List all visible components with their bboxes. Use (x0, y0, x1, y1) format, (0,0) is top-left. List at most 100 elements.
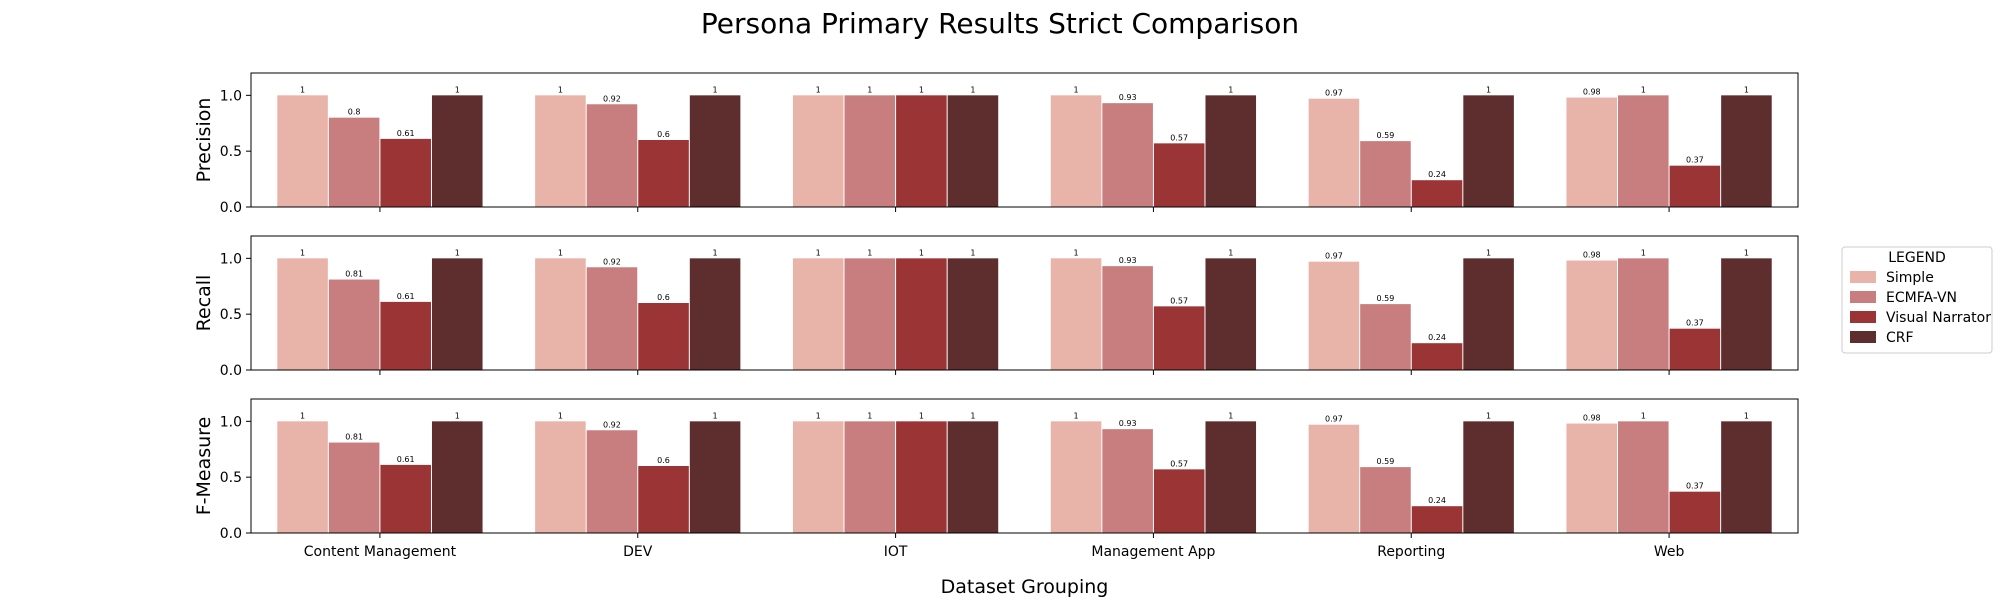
data-label: 1 (867, 85, 872, 94)
bar-crf-5 (1463, 258, 1514, 370)
bar-crf-4 (1205, 258, 1257, 370)
bar-ecmfa-vn-4 (1102, 103, 1153, 207)
data-label: 1 (1486, 248, 1491, 257)
data-label: 0.97 (1325, 252, 1343, 261)
bar-simple-1 (277, 421, 328, 533)
bar-ecmfa-vn-3 (844, 95, 896, 207)
bar-crf-3 (947, 258, 999, 370)
bar-ecmfa-vn-2 (586, 104, 638, 207)
data-label: 0.61 (397, 292, 415, 301)
y-tick-label: 1.0 (220, 88, 242, 104)
legend-entry: ECMFA-VN (1886, 290, 1957, 306)
data-label: 0.61 (397, 455, 415, 464)
data-label: 1 (1744, 248, 1749, 257)
data-label: 1 (300, 248, 305, 257)
y-axis-label: Recall (193, 275, 215, 332)
x-tick-label: Content Management (304, 544, 457, 560)
bar-ecmfa-vn-4 (1102, 266, 1153, 370)
data-label: 0.37 (1686, 482, 1704, 491)
data-label: 0.92 (603, 420, 621, 429)
data-label: 0.57 (1170, 296, 1188, 305)
legend-swatch (1850, 331, 1876, 343)
bar-visual-narrator-6 (1669, 165, 1721, 207)
data-label: 0.61 (397, 129, 415, 138)
y-tick-label: 0.5 (220, 470, 242, 486)
bar-visual-narrator-2 (638, 466, 689, 533)
data-label: 1 (713, 411, 718, 420)
data-label: 0.24 (1428, 496, 1446, 505)
bar-visual-narrator-5 (1411, 180, 1463, 207)
data-label: 1 (970, 85, 975, 94)
bar-visual-narrator-2 (638, 140, 689, 207)
data-label: 1 (816, 248, 821, 257)
data-label: 1 (1074, 248, 1079, 257)
bar-crf-5 (1463, 421, 1514, 533)
legend-entry: CRF (1886, 330, 1914, 346)
bar-visual-narrator-3 (896, 258, 947, 370)
bar-crf-1 (431, 421, 483, 533)
bar-crf-2 (689, 95, 741, 207)
plot-frame (250, 235, 1799, 371)
bar-simple-2 (535, 95, 586, 207)
bar-simple-3 (792, 258, 844, 370)
data-label: 1 (1744, 85, 1749, 94)
data-label: 1 (558, 411, 563, 420)
data-label: 0.57 (1170, 133, 1188, 142)
bar-simple-3 (792, 95, 844, 207)
data-label: 1 (919, 85, 924, 94)
data-label: 1 (1486, 411, 1491, 420)
bar-ecmfa-vn-6 (1618, 258, 1669, 370)
bar-ecmfa-vn-5 (1360, 141, 1411, 207)
bar-simple-4 (1050, 421, 1102, 533)
data-label: 1 (558, 248, 563, 257)
bar-crf-6 (1721, 258, 1772, 370)
data-label: 0.81 (345, 270, 363, 279)
data-label: 1 (1641, 85, 1646, 94)
bar-visual-narrator-6 (1669, 491, 1721, 533)
y-axis-label: Precision (193, 98, 215, 183)
bar-visual-narrator-6 (1669, 328, 1721, 370)
data-label: 0.57 (1170, 459, 1188, 468)
legend-entry: Simple (1886, 270, 1934, 286)
data-label: 1 (1228, 411, 1233, 420)
bar-visual-narrator-4 (1153, 469, 1205, 533)
y-axis-label: F-Measure (193, 417, 215, 516)
bar-visual-narrator-2 (638, 303, 689, 370)
data-label: 0.59 (1377, 294, 1395, 303)
bar-simple-1 (277, 95, 328, 207)
bar-crf-3 (947, 95, 999, 207)
data-label: 0.98 (1583, 88, 1601, 97)
bar-visual-narrator-1 (380, 301, 431, 370)
data-label: 0.6 (657, 130, 670, 139)
legend-swatch (1850, 271, 1876, 283)
data-label: 0.93 (1119, 419, 1137, 428)
legend-title: LEGEND (1888, 250, 1946, 266)
bar-simple-3 (792, 421, 844, 533)
y-tick-label: 1.0 (220, 414, 242, 430)
bar-simple-6 (1566, 97, 1618, 207)
bar-simple-6 (1566, 423, 1618, 533)
legend: LEGEND Simple ECMFA-VN Visual Narrator CRF (1841, 246, 1993, 354)
bar-simple-5 (1308, 261, 1360, 370)
data-label: 1 (816, 411, 821, 420)
x-tick-label: DEV (623, 544, 653, 560)
data-label: 1 (713, 85, 718, 94)
data-label: 0.97 (1325, 415, 1343, 424)
y-tick-label: 1.0 (220, 251, 242, 267)
legend-box (1841, 246, 1993, 354)
plot-frame (250, 398, 1799, 534)
data-label: 1 (1228, 248, 1233, 257)
bar-crf-4 (1205, 421, 1257, 533)
data-label: 0.93 (1119, 93, 1137, 102)
bar-visual-narrator-4 (1153, 143, 1205, 207)
data-label: 1 (455, 248, 460, 257)
y-tick-label: 0.0 (220, 363, 242, 379)
bar-ecmfa-vn-2 (586, 430, 638, 533)
bar-ecmfa-vn-5 (1360, 467, 1411, 533)
x-tick-label: Reporting (1377, 544, 1445, 560)
bar-ecmfa-vn-3 (844, 421, 896, 533)
